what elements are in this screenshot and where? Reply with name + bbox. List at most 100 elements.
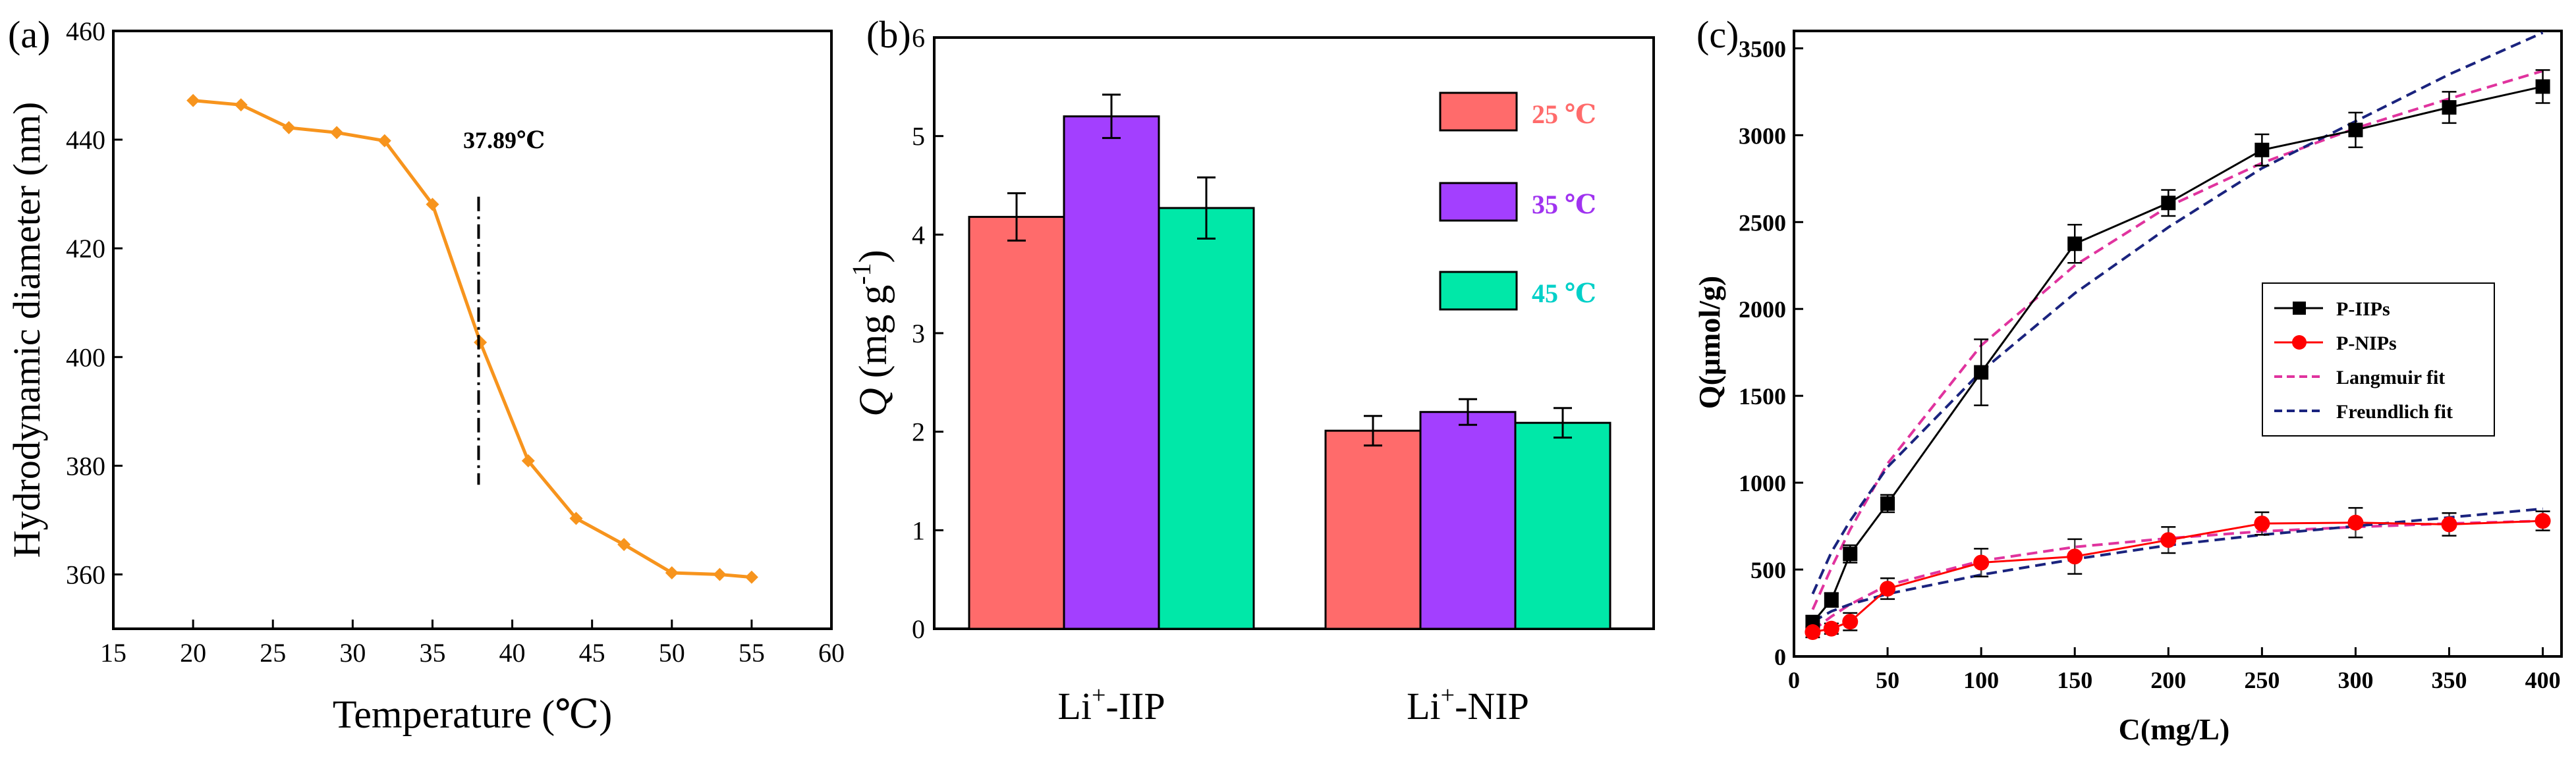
panel-c-x-tick-label: 0	[1788, 667, 1800, 693]
panel-a-point	[569, 512, 583, 525]
panel-c-point	[2348, 122, 2363, 138]
panel-c-point	[2160, 532, 2177, 548]
panel-a-y-tick-label: 440	[66, 125, 105, 155]
panel-a-x-tick-label: 40	[499, 638, 526, 668]
panel-b-label: (b)	[866, 13, 911, 56]
panel-c-y-tick-label: 500	[1750, 557, 1786, 583]
panel-c-x-tick-label: 50	[1876, 667, 1899, 693]
panel-c-y-axis-label: Q(μmol/g)	[1693, 276, 1726, 409]
panel-b-y-axis-symbol: Q	[851, 388, 895, 416]
panel-c-frame	[1793, 30, 2563, 658]
panel-c-point	[1973, 554, 1990, 571]
panel-a-x-tick-label: 50	[659, 638, 685, 668]
panel-c-point	[2254, 142, 2270, 157]
panel-c-y-tick-label: 3500	[1739, 36, 1786, 62]
panel-b-y-tick-label: 2	[912, 417, 925, 447]
panel-c-x-tick-label: 150	[2057, 667, 2092, 693]
panel-c-fit-curve	[1812, 507, 2543, 623]
panel-c-point	[1880, 496, 1895, 511]
panel-b-y-axis-sup: -1	[847, 263, 876, 284]
panel-a-y-tick-label: 360	[66, 560, 105, 589]
panel-c-point	[2534, 513, 2551, 529]
panel-a-x-tick-label: 35	[419, 638, 445, 668]
panel-a-x-tick-label: 20	[180, 638, 206, 668]
panel-c-point	[2347, 514, 2364, 531]
panel-a-x-tick-label: 15	[100, 638, 126, 668]
panel-b-legend-swatch	[1439, 271, 1518, 311]
panel-b-category-sup: +	[1441, 681, 1455, 709]
panel-a-point	[521, 454, 535, 467]
panel-a-x-tick-label: 25	[260, 638, 286, 668]
panel-a-x-tick-label: 55	[739, 638, 765, 668]
panel-b-category-rest: -IIP	[1106, 685, 1165, 728]
panel-a-point	[713, 568, 727, 581]
panel-c-point	[2067, 236, 2083, 252]
panel-a-y-tick-label: 460	[66, 16, 105, 46]
panel-a-point	[665, 566, 679, 579]
panel-c-point	[2161, 196, 2176, 211]
panel-a-point	[617, 538, 631, 552]
panel-a-point	[330, 126, 344, 140]
panel-b-category-label: Li+-NIP	[1407, 681, 1529, 728]
panel-c-x-axis-label: C(mg/L)	[2119, 712, 2230, 746]
panel-c: (c) 0 50 100 150 200 250 300 350 400 0 500 1000 1500…	[1693, 13, 2563, 746]
panel-c-legend-label: Langmuir fit	[2336, 367, 2445, 388]
panel-c-x-tick-label: 100	[1963, 667, 1999, 693]
panel-a: (a) 15 20 25 30 35 40 45 50 55 60 360 380 400 420 440 4…	[5, 13, 845, 736]
panel-a-y-axis-label: Hydrodynamic diameter (nm)	[5, 102, 48, 558]
panel-b-category-label: Li+-IIP	[1057, 681, 1165, 728]
panel-b-y-tick-label: 4	[912, 220, 925, 250]
panel-c-y-tick-label: 2500	[1739, 209, 1786, 236]
panel-a-point	[186, 93, 200, 107]
panel-c-legend-label: P-IIPs	[2336, 298, 2390, 320]
panel-b-bar	[1514, 421, 1611, 630]
panel-c-point	[2535, 79, 2550, 94]
panel-c-legend-marker	[2293, 302, 2306, 315]
panel-b-bar	[1324, 429, 1422, 630]
panel-a-x-tick-label: 45	[579, 638, 605, 668]
panel-c-x-tick-label: 400	[2525, 667, 2561, 693]
panel-a-point	[744, 570, 758, 584]
panel-b-y-tick-label: 0	[912, 614, 925, 644]
panel-b-bar	[968, 215, 1065, 630]
panel-a-point	[378, 134, 391, 147]
panel-b-category-base: Li	[1057, 685, 1092, 728]
panel-c-point	[2254, 516, 2270, 532]
panel-c-point	[2442, 100, 2457, 115]
panel-c-y-tick-label: 0	[1774, 644, 1786, 670]
panel-b-legend-label: 25 ℃	[1532, 99, 1596, 129]
panel-a-y-tick-label: 380	[66, 451, 105, 481]
panel-b-legend-swatch	[1439, 182, 1518, 222]
panel-b-category-rest: -NIP	[1455, 685, 1529, 728]
panel-b-bar	[1419, 411, 1517, 630]
panel-c-x-tick-label: 300	[2338, 667, 2373, 693]
panel-a-point	[426, 198, 439, 211]
panel-c-point	[2441, 516, 2457, 533]
panel-c-point	[1805, 624, 1821, 641]
panel-c-fit-curve	[1811, 31, 2544, 595]
panel-a-series-line	[192, 99, 752, 579]
panel-b-y-axis-unit: (mg g	[851, 285, 895, 388]
panel-c-x-tick-label: 350	[2432, 667, 2467, 693]
panel-b-category-base: Li	[1407, 685, 1441, 728]
panel-c-fit-curve	[1811, 69, 2544, 610]
panel-c-y-tick-label: 1000	[1739, 470, 1786, 496]
panel-b-legend-swatch	[1439, 92, 1518, 132]
panel-a-point	[474, 335, 488, 349]
panel-c-y-tick-label: 1500	[1739, 383, 1786, 410]
panel-b-bar	[1158, 207, 1255, 630]
panel-a-x-tick-label: 60	[818, 638, 845, 668]
panel-c-point	[1843, 546, 1858, 562]
panel-b-y-tick-label: 6	[912, 23, 925, 53]
panel-a-point	[234, 98, 248, 112]
panel-a-y-tick-label: 420	[66, 234, 105, 263]
panel-b-legend-label: 45 ℃	[1532, 279, 1596, 308]
panel-a-point	[282, 120, 296, 134]
panel-a-label: (a)	[8, 13, 50, 56]
panel-b-y-tick-label: 5	[912, 122, 925, 151]
panel-c-label: (c)	[1696, 13, 1739, 56]
panel-c-y-tick-label: 3000	[1739, 122, 1786, 149]
panel-b-category-sup: +	[1092, 681, 1106, 709]
